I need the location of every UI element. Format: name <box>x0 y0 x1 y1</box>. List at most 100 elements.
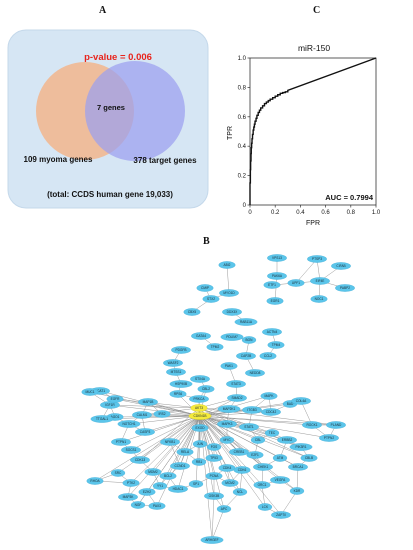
roc-x-tick-label: 0.8 <box>347 210 356 216</box>
network-node-ellipse <box>138 398 158 406</box>
network-node-ellipse <box>229 448 249 456</box>
network-node-label: RAB11A <box>240 320 253 324</box>
network-node-label: PLAND <box>331 423 342 427</box>
network-node-highlight <box>188 412 212 420</box>
network-node: VPS13 <box>267 254 287 262</box>
network-node: IRS2 <box>153 410 171 418</box>
network-node: CDK6 <box>233 466 251 474</box>
network-edge <box>198 407 273 434</box>
network-node: WASF2 <box>163 359 183 367</box>
network-node-ellipse <box>232 488 248 496</box>
network-node: PDLIM7 <box>220 333 244 341</box>
network-node: TPM2 <box>206 343 224 351</box>
network-edge <box>280 490 298 516</box>
network-node: COL4A <box>291 397 311 405</box>
network-node: RELA <box>176 448 194 456</box>
roc-y-tick-label: 0.6 <box>238 115 247 121</box>
network-node-label: ZAP70 <box>276 513 286 517</box>
network-node-ellipse <box>253 463 273 471</box>
network-node-ellipse <box>144 468 162 476</box>
network-edge <box>179 415 201 467</box>
network-node-label: LCK <box>262 505 269 509</box>
network-node: PAK6A <box>267 272 287 280</box>
network-edge <box>127 415 201 498</box>
network-nodes: ABI2 VPS13 PAK6A CMIP STX2 MYO1D EGR1 CBX5 DDX3X… <box>81 254 355 544</box>
network-node-label: DDX3X <box>227 310 239 314</box>
network-node: MAP2K1 <box>217 405 241 413</box>
network-node-ellipse <box>289 487 305 495</box>
network-node: NFKB1 <box>160 438 180 446</box>
network-node-label: SP1 <box>193 482 199 486</box>
network-node-ellipse <box>159 472 177 480</box>
network-node-ellipse <box>106 395 124 403</box>
network-node: PTPN1 <box>111 438 131 446</box>
network-edge <box>130 415 201 484</box>
network-node-ellipse <box>168 485 188 493</box>
roc-curve <box>249 57 377 205</box>
network-node: FOS <box>206 443 222 451</box>
network-node: CDC42 <box>261 408 281 416</box>
network-node: SMAD2 <box>227 394 247 402</box>
network-node-label: NCL <box>237 490 244 494</box>
network-node-ellipse <box>272 454 288 462</box>
network-node-ellipse <box>239 423 259 431</box>
network-node-label: FOS <box>211 445 218 449</box>
network-node-label: MYO1D <box>223 291 235 295</box>
network-node: TP53 <box>205 454 223 462</box>
network-node-label: ACTN4 <box>267 330 278 334</box>
network-edge <box>144 415 201 433</box>
network-edge <box>130 415 201 451</box>
network-node-label: PAK6A <box>272 274 283 278</box>
network-node: MYC <box>219 436 235 444</box>
network-node-ellipse <box>267 341 285 349</box>
network-node-ellipse <box>163 359 183 367</box>
network-node: RAB11A <box>234 318 258 326</box>
network-node-label: PTPN1 <box>116 440 127 444</box>
venn-diagram: p-value = 0.006 7 genes 109 myoma genes … <box>7 29 209 209</box>
network-node-ellipse <box>86 477 104 485</box>
network-node-label: EIF4E <box>316 279 325 283</box>
network-node-label: RHOA <box>90 479 100 483</box>
network-node: RPS6 <box>169 390 187 398</box>
network-node-ellipse <box>191 424 209 432</box>
network-node-ellipse <box>118 493 138 501</box>
network-node-label: MCM2 <box>225 481 235 485</box>
network-node-label: HSP90B <box>175 382 187 386</box>
network-node-label: CMIP <box>201 286 209 290</box>
network-node-label: AKT3 <box>195 406 203 410</box>
network-node: YY1 <box>152 482 168 490</box>
network-node-label: ARHGEF <box>205 538 218 542</box>
venn-pvalue: p-value = 0.006 <box>84 52 152 63</box>
network-node-label: ORC1 <box>258 483 267 487</box>
network-node-ellipse <box>271 511 291 519</box>
roc-y-tick-label: 0.2 <box>238 174 247 180</box>
network-node: MTSS1 <box>166 368 186 376</box>
network-edge <box>199 415 266 508</box>
network-node-label: ATM <box>277 456 284 460</box>
network-node-label: BAD <box>287 402 294 406</box>
network-node: PTPN2 <box>319 434 339 442</box>
network-node-label: GSK3B <box>209 494 220 498</box>
network-node: CCND1 <box>170 462 190 470</box>
network-node: GATA4 <box>191 332 211 340</box>
network-edge <box>199 415 313 426</box>
network-node-ellipse <box>191 332 211 340</box>
panel-label-a: A <box>99 5 107 16</box>
network-node: CIFAB <box>331 262 351 270</box>
network-edge <box>296 466 299 492</box>
panel-label-b: B <box>203 236 210 247</box>
network-node-ellipse <box>222 308 242 316</box>
network-node-ellipse <box>219 289 239 297</box>
network-edge <box>274 275 278 302</box>
network-node-label: MAP1B <box>143 400 154 404</box>
network-node-ellipse <box>217 405 241 413</box>
network-node: EXOD <box>191 424 209 432</box>
network-node-ellipse <box>170 462 190 470</box>
network-node-label: STAT1 <box>244 425 254 429</box>
roc-y-tick-label: 0.4 <box>238 144 247 150</box>
network-node: TEC <box>264 429 280 437</box>
network-node: CDK13 <box>130 456 150 464</box>
network-node-ellipse <box>200 536 224 544</box>
network-node-label: AGO1 <box>111 415 120 419</box>
network-node: NCL <box>232 488 248 496</box>
